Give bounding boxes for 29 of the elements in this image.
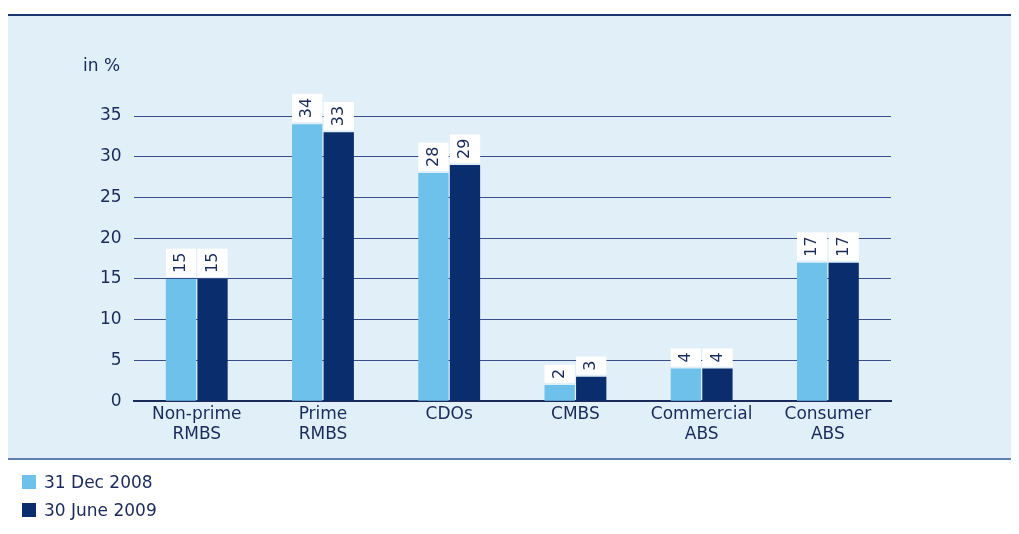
data-label: 15 bbox=[170, 252, 190, 273]
data-label: 15 bbox=[201, 252, 221, 273]
y-tick-label: 20 bbox=[99, 226, 122, 247]
x-tick-label: CMBS bbox=[551, 402, 600, 423]
x-tick-label: Non-prime RMBS bbox=[151, 402, 242, 444]
y-tick-label: 15 bbox=[99, 267, 122, 288]
y-axis-title: in % bbox=[83, 55, 121, 75]
x-tick-label: Consumer ABS bbox=[784, 402, 872, 444]
y-tick-label: 25 bbox=[99, 185, 122, 206]
data-label: 28 bbox=[422, 146, 442, 168]
data-label: 29 bbox=[454, 138, 474, 159]
data-label: 34 bbox=[296, 97, 316, 119]
x-tick-label: CDOs bbox=[425, 402, 473, 423]
legend-label: 31 Dec 2008 bbox=[44, 472, 153, 492]
data-label: 3 bbox=[580, 360, 600, 371]
data-label: 4 bbox=[675, 352, 695, 363]
y-tick-label: 0 bbox=[110, 389, 122, 410]
y-tick-label: 35 bbox=[99, 104, 122, 125]
data-label: 2 bbox=[548, 368, 568, 379]
data-label: 4 bbox=[706, 352, 726, 363]
x-tick-label: Prime RMBS bbox=[298, 402, 348, 444]
data-label: 17 bbox=[801, 236, 821, 257]
data-label: 17 bbox=[832, 236, 852, 257]
y-tick-label: 10 bbox=[99, 308, 122, 329]
y-tick-label: 30 bbox=[99, 145, 122, 166]
legend-label: 30 June 2009 bbox=[44, 500, 157, 520]
x-tick-label: Commercial ABS bbox=[650, 402, 753, 444]
data-label: 33 bbox=[327, 105, 347, 127]
y-tick-label: 5 bbox=[110, 348, 122, 369]
